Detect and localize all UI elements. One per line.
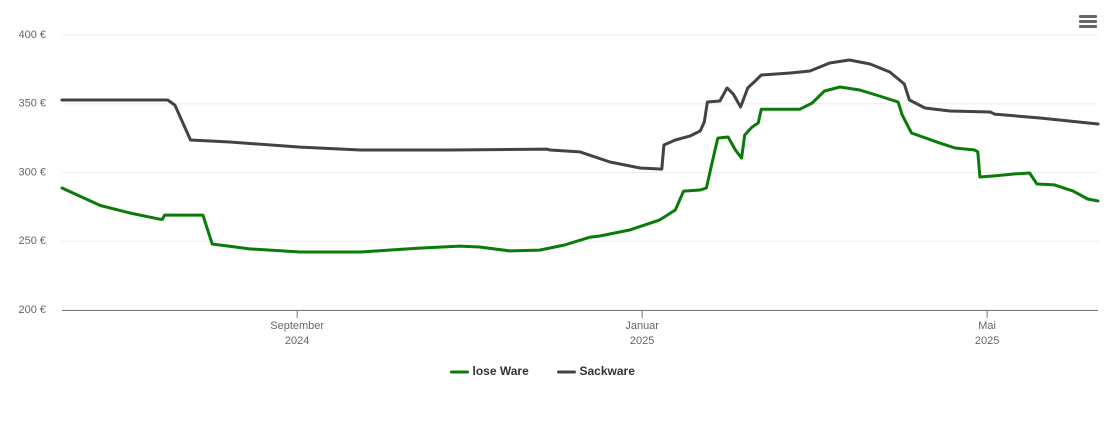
x-tick-label: Mai [978,320,996,332]
menu-icon[interactable] [1079,15,1097,28]
legend-item[interactable]: Sackware [557,364,636,378]
x-tick-label: Januar [625,320,659,332]
y-tick-label: 250 € [18,235,46,247]
x-tick-label: 2025 [975,335,999,347]
legend-text: Sackware [580,364,636,378]
legend-text: lose Ware [473,364,530,378]
series-line [60,58,1100,171]
x-tick-label: September [270,320,324,332]
x-tick-label: 2024 [285,335,309,347]
x-tick-label: 2025 [630,335,654,347]
y-tick-label: 200 € [18,304,46,316]
y-tick-label: 300 € [18,166,46,178]
y-tick-label: 400 € [18,29,46,41]
series-line [60,85,1100,254]
y-tick-label: 350 € [18,98,46,110]
legend-item[interactable]: lose Ware [450,364,530,378]
